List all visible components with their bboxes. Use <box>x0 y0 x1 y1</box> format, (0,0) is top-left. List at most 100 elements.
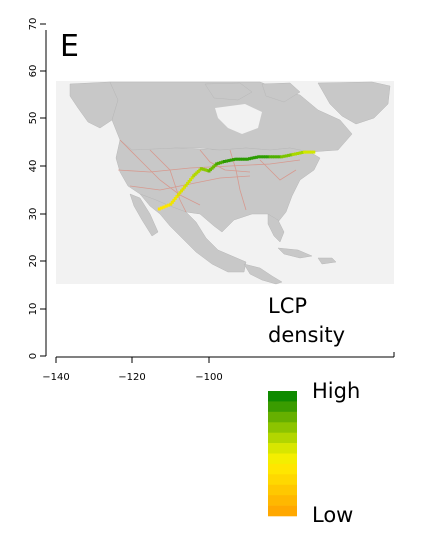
lcp-path-cell <box>183 185 186 189</box>
lcp-path-cell <box>167 203 170 207</box>
y-tick-label-70: 70 <box>28 18 39 31</box>
lcp-path-cell <box>268 155 272 159</box>
y-axis: 0 10 20 30 40 50 60 70 <box>28 18 46 359</box>
lcp-path-cell <box>164 204 168 208</box>
y-tick-label-0: 0 <box>28 353 39 359</box>
lcp-path-cell <box>271 155 274 159</box>
cuba-land <box>277 247 313 259</box>
lcp-path-cell <box>232 158 235 162</box>
x-tick-label-140: −140 <box>42 372 69 383</box>
lcp-path-cell <box>190 176 194 180</box>
lcp-path-cell <box>245 157 249 161</box>
lcp-path-cell <box>280 155 284 159</box>
lcp-path-cell <box>189 178 193 182</box>
lcp-path-cell <box>205 168 209 172</box>
lcp-path-cell <box>234 157 238 161</box>
legend-swatch <box>268 401 297 413</box>
hispaniola-land <box>317 257 337 265</box>
lcp-path-cell <box>310 150 313 154</box>
faint-path-1 <box>119 139 201 206</box>
legend-title-line2: density <box>268 323 345 347</box>
lcp-path-cell <box>254 155 258 159</box>
legend-color-scale <box>268 391 297 517</box>
lcp-path-cell <box>287 153 291 157</box>
lcp-path-cell <box>293 152 297 156</box>
lcp-path-cell <box>284 154 288 158</box>
lcp-path-cell <box>172 198 176 202</box>
arctic-island-1 <box>204 82 253 101</box>
y-tick-label-10: 10 <box>28 303 39 316</box>
faint-path-6 <box>259 159 297 181</box>
x-axis: −140 −120 −100 <box>42 357 223 383</box>
y-tick-label-50: 50 <box>28 112 39 125</box>
faint-path-2 <box>117 159 301 173</box>
baja-land <box>129 193 159 237</box>
lcp-path-cell <box>215 162 219 166</box>
lcp-path-cell <box>229 158 233 162</box>
arctic-island-2 <box>261 82 301 103</box>
lcp-path-cell <box>170 200 174 204</box>
lcp-path-cell <box>282 154 286 158</box>
y-tick-label-20: 20 <box>28 255 39 268</box>
lcp-path-cell <box>250 156 254 160</box>
legend-swatch <box>268 463 297 475</box>
y-tick-label-40: 40 <box>28 160 39 173</box>
lcp-path-cell <box>289 153 293 157</box>
lcp-path-cell <box>225 159 229 163</box>
lcp-path-cell <box>157 207 161 211</box>
lcp-path-cell <box>296 152 300 155</box>
legend-swatch <box>268 453 297 465</box>
lcp-path-cell <box>187 180 191 183</box>
legend-high-label: High <box>312 379 360 403</box>
legend-title-line1: LCP <box>268 294 307 318</box>
florida-land <box>267 213 285 243</box>
x-tick-label-100: −100 <box>195 372 222 383</box>
legend-swatch <box>268 505 297 517</box>
lcp-path-cell <box>273 155 277 159</box>
lcp-path-cell <box>220 160 224 164</box>
lcp-path-cell <box>181 187 185 191</box>
lcp-path-cell <box>238 157 242 161</box>
central-america-land <box>243 263 283 285</box>
lcp-path-cell <box>209 168 212 172</box>
lcp-path-cell <box>298 151 302 155</box>
legend-swatch <box>268 411 297 423</box>
y-tick-label-30: 30 <box>28 208 39 221</box>
lcp-path-cell <box>199 167 203 171</box>
lcp-path-cell <box>201 167 205 171</box>
lcp-path-cell <box>303 150 307 154</box>
lcp-path-cell <box>193 172 197 176</box>
lcp-path-cell <box>264 155 268 159</box>
lcp-path-cell <box>241 157 245 161</box>
lcp-path-cell <box>173 197 177 200</box>
lcp-path-cell <box>203 168 207 172</box>
lcp-path-cell <box>243 157 247 161</box>
lcp-path-cell <box>222 160 226 163</box>
lcp-path-cell <box>213 163 217 167</box>
lcp-path-cell <box>162 205 166 209</box>
lcp-path-cell <box>291 152 295 156</box>
lcp-path-cell <box>305 150 309 154</box>
legend: LCP density High Low <box>268 294 360 527</box>
legend-swatch <box>268 432 297 444</box>
legend-swatch <box>268 495 297 506</box>
faint-path-7 <box>199 149 251 173</box>
greenland-land <box>317 81 391 125</box>
lcp-path-cell <box>248 157 251 161</box>
lcp-path-cell <box>175 195 179 199</box>
lcp-path-cell <box>160 206 164 210</box>
lcp-path-cell <box>257 155 261 159</box>
lcp-path-cell <box>277 155 281 159</box>
lcp-path-cell <box>186 181 190 185</box>
panel-label: E <box>60 29 79 64</box>
lcp-path-cell <box>217 161 221 165</box>
legend-swatch <box>268 474 297 485</box>
lcp-path-cell <box>261 155 265 159</box>
mexico-land <box>139 193 247 273</box>
faint-path-4 <box>149 149 187 213</box>
lcp-path-cell <box>169 202 173 206</box>
legend-swatch <box>268 484 297 496</box>
legend-swatch <box>268 391 297 402</box>
lcp-path-cell <box>178 191 182 195</box>
